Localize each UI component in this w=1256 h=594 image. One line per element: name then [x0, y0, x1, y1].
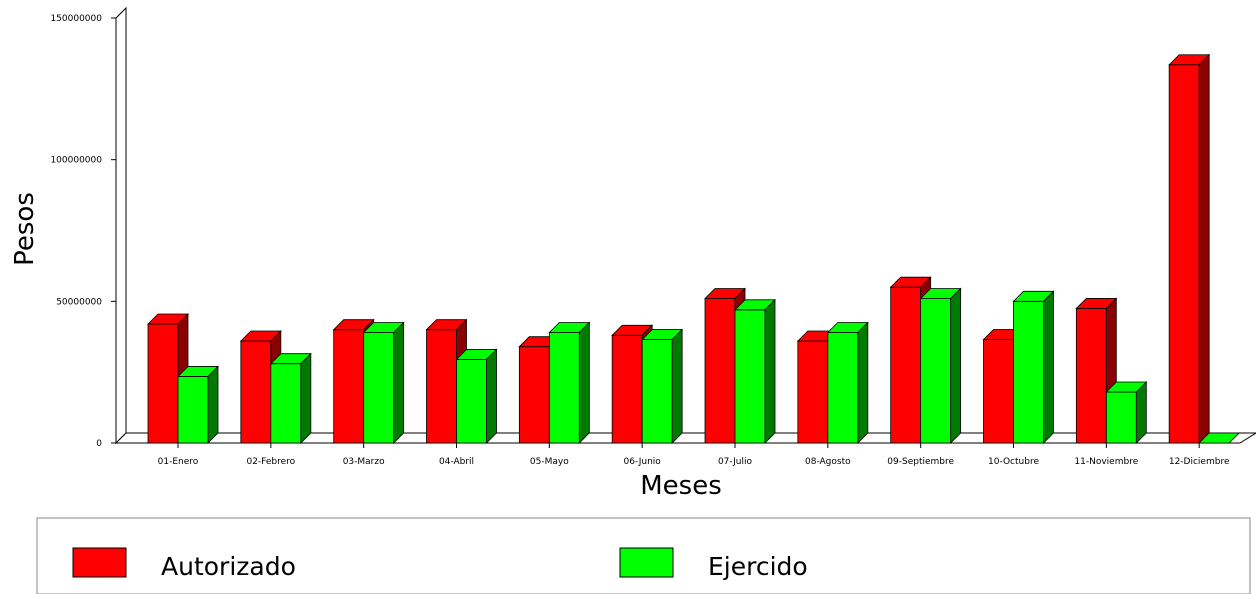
- bar-side: [393, 321, 405, 444]
- bar-front: [147, 323, 179, 444]
- x-tick-label: 01-Enero: [158, 457, 199, 467]
- bar-side: [1135, 381, 1147, 444]
- bar-front: [1105, 391, 1137, 444]
- bar-ejercido-7: [734, 298, 776, 444]
- legend-swatch-ejercido: [619, 547, 674, 578]
- bar-side: [1043, 290, 1054, 444]
- x-tick-label: 08-Agosto: [805, 457, 851, 467]
- bar-side: [486, 348, 497, 444]
- y-tick-label: 150000000: [50, 14, 102, 24]
- x-tick-label: 04-Abril: [439, 457, 474, 467]
- y-tick-labels: 0 50000000 100000000 150000000: [50, 14, 102, 449]
- legend-label-ejercido: Ejercido: [708, 552, 808, 581]
- y-axis-wall: [115, 6, 127, 445]
- x-tick-labels: 01-Enero 02-Febrero 03-Marzo 04-Abril 05-May…: [158, 457, 1230, 467]
- bar-front: [1168, 64, 1200, 444]
- x-axis-title: Meses: [640, 471, 722, 501]
- x-tick-label: 09-Septiembre: [887, 457, 954, 467]
- bar-front: [518, 346, 550, 444]
- bar-side: [950, 287, 962, 444]
- bar-front: [920, 298, 952, 444]
- bar-ejercido-12: [1198, 432, 1241, 444]
- bar-front: [426, 329, 457, 444]
- x-tick-label: 03-Marzo: [343, 457, 385, 467]
- bar-front: [240, 340, 272, 444]
- bar-ejercido-1: [177, 365, 219, 444]
- bar-front: [177, 376, 209, 444]
- x-tick-label: 11-Noviembre: [1074, 457, 1138, 467]
- y-tick-label: 0: [96, 439, 102, 449]
- bar-front: [890, 286, 922, 444]
- bar-side: [857, 321, 869, 444]
- bar-front: [611, 334, 643, 444]
- bar-front: [983, 339, 1014, 444]
- x-tick-label: 06-Junio: [624, 457, 662, 467]
- x-tick-label: 07-Julio: [718, 457, 753, 467]
- bar-front: [333, 329, 365, 444]
- legend: Autorizado Ejercido: [36, 517, 1251, 594]
- bar-front: [270, 363, 302, 444]
- bar-top: [1198, 432, 1241, 444]
- bar-ejercido-9: [919, 287, 962, 444]
- bar-front: [797, 340, 829, 444]
- bar-front: [827, 332, 859, 444]
- y-tick-label: 50000000: [56, 297, 102, 307]
- bar-autorizado-12: [1168, 53, 1211, 444]
- bar-side: [300, 352, 312, 444]
- bar-ejercido-8: [826, 321, 869, 444]
- chart-bars: [147, 53, 1241, 444]
- bar-ejercido-5: [548, 321, 591, 444]
- legend-swatch-autorizado: [72, 547, 127, 578]
- bar-ejercido-4: [455, 348, 498, 444]
- bar-front: [704, 298, 736, 444]
- bar-front: [641, 339, 673, 444]
- bar-side: [207, 365, 219, 444]
- x-tick-label: 02-Febrero: [246, 457, 295, 467]
- legend-label-autorizado: Autorizado: [161, 552, 296, 581]
- bar-side: [671, 328, 683, 444]
- bar-front: [548, 332, 580, 444]
- x-tick-label: 12-Diciembre: [1169, 457, 1230, 467]
- bar-front: [1075, 308, 1107, 444]
- y-tick-label: 100000000: [50, 156, 102, 166]
- bar-ejercido-3: [362, 321, 405, 444]
- bar-front: [1013, 300, 1044, 444]
- y-axis-title: Pesos: [10, 192, 40, 266]
- bar-ejercido-11: [1105, 381, 1148, 444]
- bar-side: [578, 321, 590, 444]
- bar-ejercido-10: [1012, 290, 1055, 444]
- bar-side: [1198, 53, 1210, 444]
- x-tick-label: 05-Mayo: [530, 457, 569, 467]
- bar-ejercido-6: [641, 328, 684, 444]
- bar-front: [734, 309, 766, 444]
- bar-ejercido-2: [269, 352, 312, 444]
- bar-side: [764, 298, 776, 444]
- bar-front: [363, 332, 395, 444]
- x-tick-label: 10-Octubre: [988, 457, 1039, 467]
- bar-front: [456, 359, 487, 444]
